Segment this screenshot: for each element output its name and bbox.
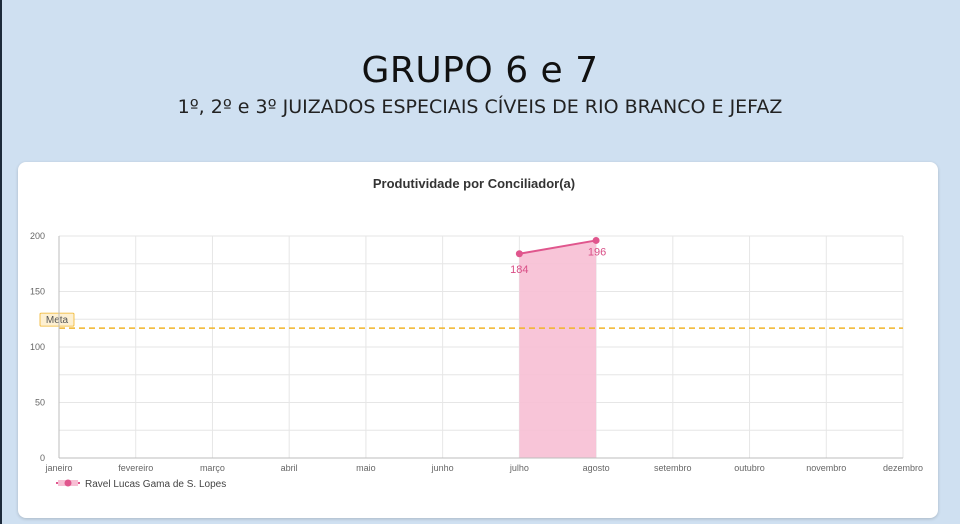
data-point: [592, 236, 600, 244]
area-layer: [519, 240, 597, 458]
x-tick-label: julho: [509, 463, 529, 473]
y-tick-label: 100: [30, 342, 45, 352]
y-tick-label: 200: [30, 231, 45, 241]
chart-title: Produtividade por Conciliador(a): [373, 176, 575, 191]
meta-label-box: [39, 312, 75, 327]
legend-label: Ravel Lucas Gama de S. Lopes: [85, 479, 226, 490]
x-tick-label: setembro: [654, 463, 692, 473]
grid-layer: [58, 235, 904, 459]
axis-layer: 0 50 100 150 200 janeiro fevereiro março abril ma…: [30, 231, 923, 473]
line-layer: 184 196: [510, 236, 606, 276]
x-tick-label: fevereiro: [118, 463, 153, 473]
x-tick-label: março: [200, 463, 225, 473]
legend-layer: Ravel Lucas Gama de S. Lopes: [56, 479, 226, 490]
slide-left-edge: [0, 0, 2, 524]
x-tick-label: dezembro: [883, 463, 923, 473]
meta-layer: Meta: [39, 312, 903, 329]
data-point: [515, 250, 523, 258]
series-area: [519, 240, 597, 458]
x-tick-label: abril: [281, 463, 298, 473]
data-label: 184: [510, 264, 528, 276]
series-line: [519, 239, 597, 255]
y-tick-label: 150: [30, 287, 45, 297]
slide-title: GRUPO 6 e 7: [361, 50, 599, 91]
y-tick-label: 50: [35, 398, 45, 408]
data-label: 196: [588, 246, 606, 258]
chart-card: Produtividade por Conciliador(a) Meta 18…: [18, 162, 938, 518]
y-tick-label: 0: [40, 453, 45, 463]
slide-subtitle: 1º, 2º e 3º JUIZADOS ESPECIAIS CÍVEIS DE…: [177, 96, 783, 118]
x-tick-label: novembro: [806, 463, 846, 473]
x-tick-label: junho: [431, 463, 454, 473]
x-tick-label: outubro: [734, 463, 765, 473]
x-tick-label: maio: [356, 463, 376, 473]
meta-label: Meta: [46, 315, 69, 326]
productivity-chart: Produtividade por Conciliador(a) Meta 18…: [30, 176, 923, 490]
x-tick-label: agosto: [583, 463, 610, 473]
legend-marker: [64, 479, 72, 487]
x-tick-label: janeiro: [44, 463, 72, 473]
